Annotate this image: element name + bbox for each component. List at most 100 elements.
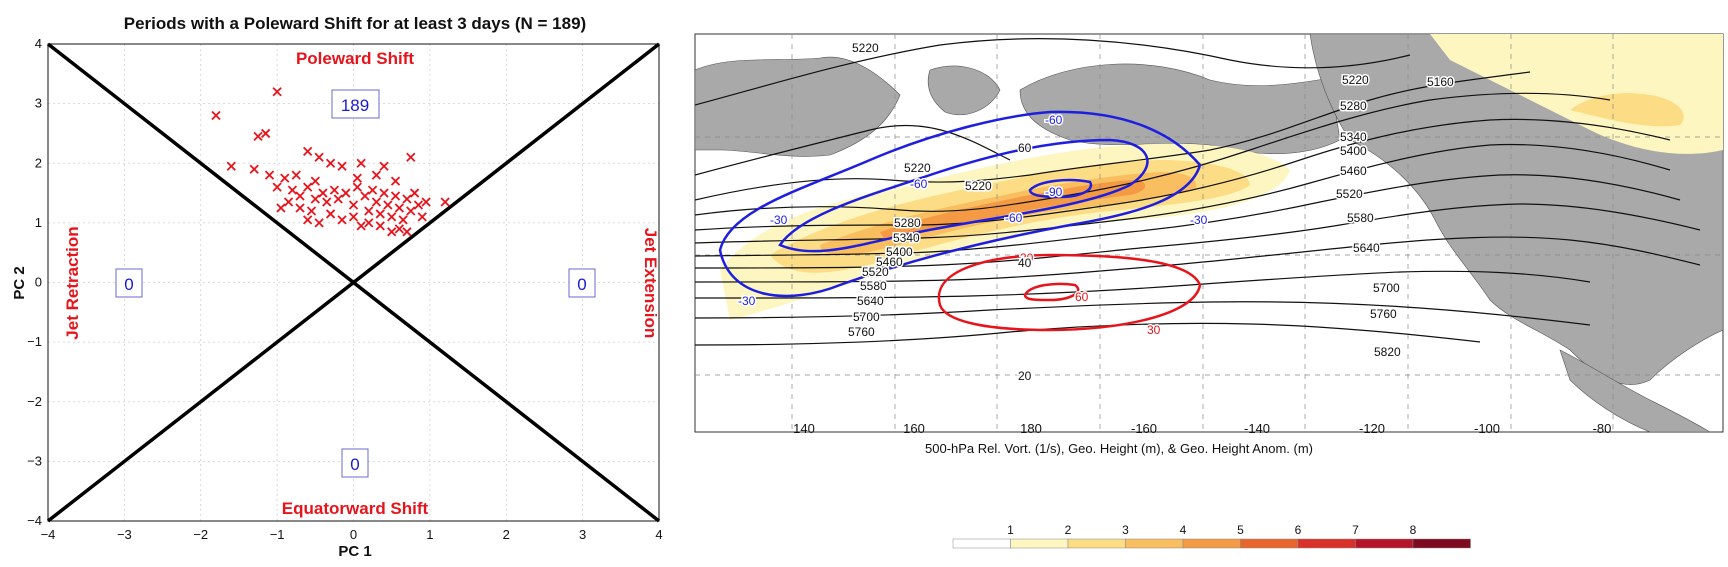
scatter-point (325, 209, 336, 219)
hc-label: 5580 (860, 279, 887, 293)
scatter-point (303, 182, 313, 192)
lon-label: -160 (1131, 421, 1157, 436)
hc-label: 5460 (876, 255, 903, 269)
x-tick-label: −4 (41, 527, 56, 542)
scatter-point (287, 185, 298, 195)
land-kamchatka (927, 65, 1001, 116)
y-tick-label: 3 (35, 96, 42, 111)
hc-label: 5280 (1340, 99, 1367, 113)
x-tick-label: 4 (655, 527, 662, 542)
colorbar-segment (1297, 538, 1356, 549)
colorbar-tick-label: 3 (1122, 523, 1129, 537)
colorbar-segment (1412, 538, 1471, 549)
y-axis-label: PC 2 (11, 266, 28, 299)
scatter-point (402, 227, 412, 237)
colorbar-segment (1125, 538, 1184, 549)
scatter-point (348, 212, 359, 222)
colorbar-segment (1355, 538, 1414, 549)
scatter-point (406, 206, 416, 216)
height-contour-labels: 5220 5220 5220 5220 5280 5280 5340 5340 … (847, 40, 1456, 361)
longitude-labels: 140 160 180 -160 -140 -120 -100 -80 (793, 421, 1611, 436)
lat-label: 20 (1018, 369, 1032, 383)
scatter-point (264, 170, 275, 180)
scatter-point (364, 218, 374, 228)
scatter-point (360, 191, 370, 201)
scatter-point (325, 158, 336, 168)
hc-label: 5760 (1370, 307, 1397, 321)
scatter-chart: Periods with a Poleward Shift for at lea… (11, 14, 663, 560)
scatter-point (352, 173, 362, 183)
lon-label: -100 (1474, 421, 1500, 436)
colorbar-segment (1240, 538, 1299, 549)
hc-label: 5640 (857, 294, 884, 308)
y-tick-label: 2 (35, 155, 42, 170)
ac-label: -90 (1045, 185, 1063, 199)
colorbar-tick-label: 7 (1352, 523, 1359, 537)
negative-anomaly-contours (718, 110, 1202, 298)
hc-label: 5460 (1340, 164, 1367, 178)
ac-label: -60 (1045, 113, 1063, 127)
hc-label: 5220 (904, 161, 931, 175)
scatter-point (337, 215, 347, 225)
lon-label: 140 (793, 421, 815, 436)
map-caption: 500-hPa Rel. Vort. (1/s), Geo. Height (m… (925, 441, 1313, 456)
y-tick-label: −2 (27, 394, 42, 409)
scatter-point (306, 206, 317, 216)
hc-label: 5580 (1347, 211, 1374, 225)
scatter-point (276, 203, 286, 213)
quadrant-label-bottom: Equatorward Shift (282, 499, 429, 518)
hc-label: 5280 (894, 216, 921, 230)
lon-label: -120 (1359, 421, 1385, 436)
height-contours (695, 38, 1701, 346)
hc-label: 5400 (1340, 144, 1367, 158)
x-axis-label: PC 1 (338, 543, 371, 560)
x-tick-label: −3 (117, 527, 132, 542)
count-left: 0 (124, 275, 133, 294)
ac-label: 30 (1020, 251, 1034, 265)
count-right: 0 (577, 275, 586, 294)
scatter-point (310, 194, 320, 204)
colorbar: 1 2 3 4 5 6 7 8 (952, 523, 1471, 549)
colorbar-segment (1067, 538, 1126, 549)
x-tick-label: 1 (426, 527, 433, 542)
scatter-point (371, 170, 382, 180)
hc-label: 5340 (1340, 130, 1367, 144)
scatter-point (383, 200, 393, 210)
scatter-point (390, 176, 401, 186)
x-tick-label: 2 (503, 527, 510, 542)
x-tick-label: 3 (579, 527, 586, 542)
scatter-point (310, 176, 320, 186)
axis-ticks: −4 −3 −2 −1 0 1 2 3 4 −4 −3 −2 −1 0 1 2 3 4 (27, 36, 662, 542)
scatter-point (367, 185, 378, 195)
scatter-point (314, 218, 324, 228)
scatter-point (394, 224, 404, 234)
count-bottom: 0 (350, 455, 359, 474)
y-tick-label: 4 (35, 36, 42, 51)
scatter-point (379, 161, 389, 171)
vorticity-map: 5220 5220 5220 5220 5280 5280 5340 5340 … (694, 33, 1724, 549)
hc-label: 5760 (848, 325, 875, 339)
scatter-point (356, 158, 366, 168)
count-top: 189 (341, 96, 369, 115)
lon-label: 160 (903, 421, 925, 436)
colorbar-tick-label: 6 (1295, 523, 1302, 537)
latitude-labels: 60 40 20 (1017, 140, 1034, 385)
colorbar-tick-label: 5 (1237, 523, 1244, 537)
x-tick-label: −2 (193, 527, 208, 542)
hc-label: 5160 (1427, 75, 1454, 89)
scatter-point (421, 197, 431, 207)
scatter-point (314, 152, 324, 162)
scatter-point (295, 191, 305, 201)
scatter-point (394, 203, 404, 213)
colorbar-segment (952, 538, 1011, 549)
y-tick-label: 1 (35, 215, 42, 230)
scatter-point (337, 161, 347, 171)
vort-shade-ne-2 (1570, 93, 1684, 127)
plot-frame (47, 43, 660, 522)
x-tick-label: −1 (270, 527, 285, 542)
scatter-point (406, 152, 416, 162)
lon-label: -80 (1593, 421, 1612, 436)
quadrant-label-left: Jet Retraction (63, 226, 82, 339)
hc-label: 5700 (853, 310, 880, 324)
scatter-point (253, 131, 263, 142)
